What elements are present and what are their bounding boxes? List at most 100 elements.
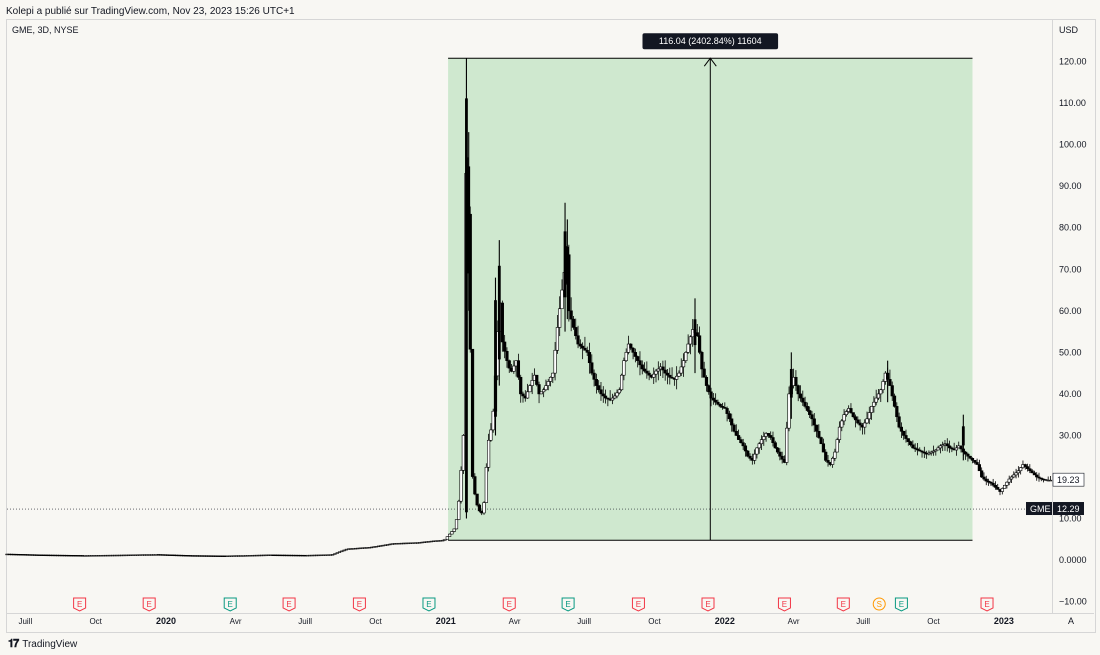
candle-body xyxy=(647,372,651,376)
candle-body xyxy=(808,410,812,415)
candle-body xyxy=(906,438,910,442)
price-tick-label: 0.0000 xyxy=(1059,555,1087,565)
candle-body xyxy=(936,447,940,451)
candle-body xyxy=(489,429,493,441)
candle-body xyxy=(707,385,711,393)
candle-spike-body xyxy=(789,368,793,398)
candle-body xyxy=(1028,468,1032,472)
candle-body xyxy=(716,401,720,405)
time-tick-label: Juill xyxy=(18,617,32,626)
candle-body xyxy=(620,374,624,391)
footer-brand[interactable]: 𝟏𝟕 TradingView xyxy=(8,638,77,651)
earnings-event-icon xyxy=(561,597,575,612)
price-axis[interactable]: −10.000.000010.0020.0030.0040.0050.0060.… xyxy=(1059,57,1087,607)
candle-body xyxy=(677,372,681,377)
time-tick-label: Avr xyxy=(788,617,800,626)
candle-body xyxy=(654,370,658,375)
earnings-event-letter: E xyxy=(77,600,82,609)
candle-body xyxy=(661,366,665,371)
candle-body xyxy=(473,476,477,495)
candle-body xyxy=(911,444,915,449)
candle-body xyxy=(454,519,459,530)
candle-body xyxy=(638,360,642,366)
candle-body xyxy=(725,408,729,414)
candle-body xyxy=(503,341,507,352)
auto-scale-button[interactable]: A xyxy=(1068,616,1075,626)
time-axis[interactable]: Juill Oct 2020 Avr Juill Oct 2021 Avr Juill Oct 20… xyxy=(18,616,1013,626)
price-tick-label: 30.00 xyxy=(1059,430,1082,440)
candle-body xyxy=(720,406,725,408)
candle-body xyxy=(881,381,885,391)
earnings-event-letter: E xyxy=(899,600,904,609)
candle-body xyxy=(1012,474,1016,478)
candle-spike-body xyxy=(467,166,471,274)
last-price-value: 19.23 xyxy=(1057,475,1080,485)
price-tick-label: 100.00 xyxy=(1059,140,1087,150)
candle-body xyxy=(539,391,543,395)
time-tick-label: Oct xyxy=(89,617,102,626)
measure-label: 116.04 (2402.84%) 11604 xyxy=(659,36,762,46)
candle-body xyxy=(892,395,897,407)
publisher-info: Kolepi a publié sur TradingView.com, Nov… xyxy=(6,6,295,17)
candle-body xyxy=(571,318,576,328)
candle-body xyxy=(929,451,933,454)
candle-body xyxy=(1019,467,1023,472)
candle-body xyxy=(482,502,486,514)
candle-body xyxy=(645,370,649,374)
currency-label[interactable]: USD xyxy=(1059,25,1079,35)
candle-spike-body xyxy=(494,300,497,417)
candle-body xyxy=(629,343,633,349)
candle-body xyxy=(732,424,736,432)
candle-body xyxy=(755,447,759,455)
symbol-tag-label: GME xyxy=(1030,504,1051,514)
earnings-event-icon xyxy=(282,597,296,612)
measure-label-bg xyxy=(642,33,779,50)
candle-body xyxy=(636,356,640,361)
split-event-letter: S xyxy=(877,600,882,609)
candle-body xyxy=(920,450,924,453)
candle-body xyxy=(1025,466,1030,469)
candle-body xyxy=(945,443,949,447)
candle-body xyxy=(622,360,626,376)
earnings-event-icon xyxy=(352,597,366,612)
candle-body xyxy=(849,408,853,413)
price-tick-label: 60.00 xyxy=(1059,306,1082,316)
candle-body xyxy=(688,336,693,345)
earnings-event-letter: E xyxy=(228,600,233,609)
candle-body xyxy=(535,374,539,385)
candle-body xyxy=(851,412,855,418)
candle-body xyxy=(1039,477,1043,480)
candle-body xyxy=(594,379,598,386)
candle-body xyxy=(475,493,479,506)
candle-body xyxy=(663,369,667,374)
candle-body xyxy=(507,360,511,369)
candle-body xyxy=(824,451,828,461)
time-tick-label: Oct xyxy=(648,617,661,626)
candle-body xyxy=(993,484,998,488)
earnings-event-icon xyxy=(894,597,908,612)
candle-body xyxy=(996,487,1000,490)
candle-body xyxy=(778,451,782,457)
candle-body xyxy=(970,457,975,461)
candle-body xyxy=(335,552,339,554)
candle-body xyxy=(821,443,826,453)
candle-body xyxy=(762,436,766,440)
earnings-event-letter: E xyxy=(984,600,989,609)
brand-name: TradingView xyxy=(22,639,78,650)
candle-body xyxy=(684,352,688,361)
candle-body xyxy=(1023,464,1027,467)
time-tick-label: Avr xyxy=(509,617,521,626)
earnings-event-letter: E xyxy=(147,600,152,609)
candle-body xyxy=(585,349,589,353)
candle-body xyxy=(597,385,601,391)
candle-body xyxy=(548,376,553,382)
candle-body xyxy=(982,476,986,480)
candle-body xyxy=(913,447,917,450)
candle-body xyxy=(1032,472,1037,476)
candle-body xyxy=(769,435,773,438)
candle-body xyxy=(918,449,922,452)
earnings-event-icon xyxy=(836,597,850,612)
candle-body xyxy=(723,407,727,409)
symbol-legend[interactable]: GME, 3D, NYSE xyxy=(12,25,79,35)
